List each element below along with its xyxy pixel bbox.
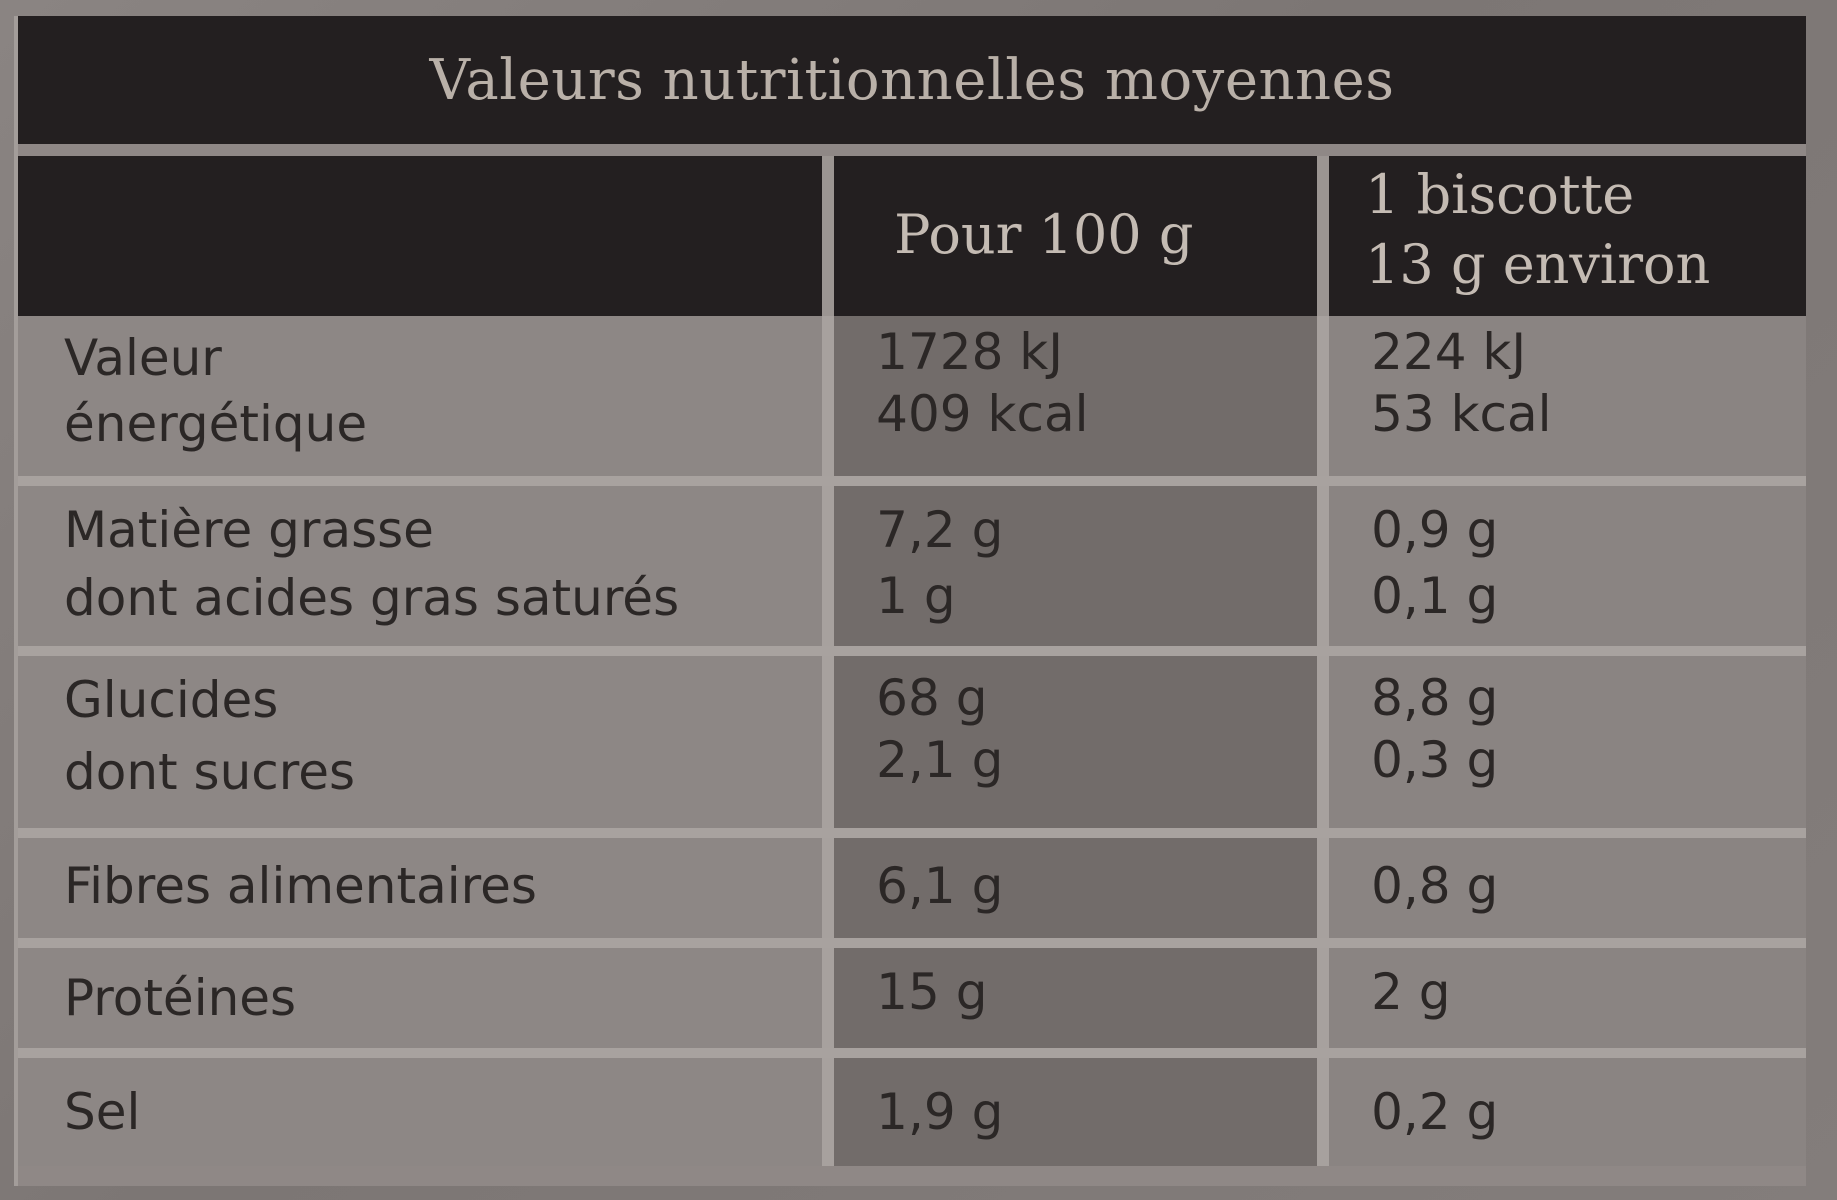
table-row: Matière grasse dont acides gras saturés …	[18, 486, 1806, 646]
table-row: Valeur énergétique 1728 kJ 409 kcal 224 …	[18, 316, 1806, 476]
row-per100-line1: 68 g	[876, 669, 988, 727]
header-per100: Pour 100 g	[894, 203, 1194, 266]
row-per100-cell: 68 g 2,1 g	[822, 656, 1318, 828]
row-perunit-cell: 0,8 g	[1317, 838, 1806, 938]
nutrition-table: Valeurs nutritionnelles moyennes Pour 10…	[14, 16, 1806, 1186]
table-row: Protéines 15 g 2 g	[18, 948, 1806, 1048]
row-per100-cell: 7,2 g 1 g	[822, 486, 1318, 646]
row-perunit: 2 g	[1371, 963, 1451, 1021]
row-perunit-line2: 0,3 g	[1371, 731, 1499, 789]
row-perunit-cell: 2 g	[1317, 948, 1806, 1048]
row-per100: 6,1 g	[876, 857, 1004, 915]
table-title-text: Valeurs nutritionnelles moyennes	[429, 47, 1395, 113]
row-label-cell: Fibres alimentaires	[18, 838, 823, 938]
row-label-line2: dont sucres	[64, 743, 356, 801]
row-label: Fibres alimentaires	[64, 857, 537, 915]
row-label-cell: Valeur énergétique	[18, 316, 823, 476]
row-perunit-cell: 8,8 g 0,3 g	[1317, 656, 1806, 828]
table-row: Glucides dont sucres 68 g 2,1 g 8,8 g 0,…	[18, 656, 1806, 828]
row-divider	[18, 476, 1806, 486]
row-perunit: 0,2 g	[1371, 1083, 1499, 1141]
row-per100-cell: 1728 kJ 409 kcal	[822, 316, 1318, 476]
row-per100-cell: 15 g	[822, 948, 1318, 1048]
row-perunit-line1: 8,8 g	[1371, 669, 1499, 727]
row-per100-line1: 1728 kJ	[876, 323, 1064, 381]
row-divider	[18, 938, 1806, 948]
row-divider	[18, 646, 1806, 656]
row-label-cell: Matière grasse dont acides gras saturés	[18, 486, 823, 646]
row-label-line2: dont acides gras saturés	[64, 569, 680, 627]
row-per100-line2: 1 g	[876, 567, 956, 625]
row-perunit-line2: 0,1 g	[1371, 567, 1499, 625]
row-label-cell: Protéines	[18, 948, 823, 1048]
row-label: Protéines	[64, 969, 297, 1027]
header-per100-cell: Pour 100 g	[822, 156, 1318, 316]
row-per100: 15 g	[876, 963, 988, 1021]
row-perunit-cell: 0,9 g 0,1 g	[1317, 486, 1806, 646]
table-row: Sel 1,9 g 0,2 g	[18, 1058, 1806, 1166]
row-label-cell: Glucides dont sucres	[18, 656, 823, 828]
row-per100-line2: 409 kcal	[876, 385, 1089, 443]
row-perunit-line1: 0,9 g	[1371, 501, 1499, 559]
table-row: Fibres alimentaires 6,1 g 0,8 g	[18, 838, 1806, 938]
row-label-cell: Sel	[18, 1058, 823, 1166]
row-per100: 1,9 g	[876, 1083, 1004, 1141]
row-label-line2: énergétique	[64, 395, 368, 453]
row-perunit-line1: 224 kJ	[1371, 323, 1527, 381]
row-perunit-line2: 53 kcal	[1371, 385, 1552, 443]
row-label-line1: Valeur	[64, 329, 222, 387]
row-per100-line1: 7,2 g	[876, 501, 1004, 559]
row-per100-line2: 2,1 g	[876, 731, 1004, 789]
row-divider	[18, 828, 1806, 838]
row-perunit: 0,8 g	[1371, 857, 1499, 915]
row-per100-cell: 1,9 g	[822, 1058, 1318, 1166]
table-grid: Pour 100 g 1 biscotte 13 g environ Valeu…	[18, 156, 1806, 1186]
row-perunit-cell: 224 kJ 53 kcal	[1317, 316, 1806, 476]
row-label: Sel	[64, 1083, 141, 1141]
header-perunit-cell: 1 biscotte 13 g environ	[1317, 156, 1806, 316]
row-perunit-cell: 0,2 g	[1317, 1058, 1806, 1166]
header-row: Pour 100 g 1 biscotte 13 g environ	[18, 156, 1806, 316]
header-perunit-line2: 13 g environ	[1365, 233, 1711, 296]
header-perunit-line1: 1 biscotte	[1365, 163, 1635, 226]
header-empty-cell	[18, 156, 823, 316]
row-per100-cell: 6,1 g	[822, 838, 1318, 938]
row-label-line1: Glucides	[64, 671, 279, 729]
row-divider	[18, 1048, 1806, 1058]
table-title: Valeurs nutritionnelles moyennes	[18, 16, 1806, 144]
row-label-line1: Matière grasse	[64, 501, 434, 559]
